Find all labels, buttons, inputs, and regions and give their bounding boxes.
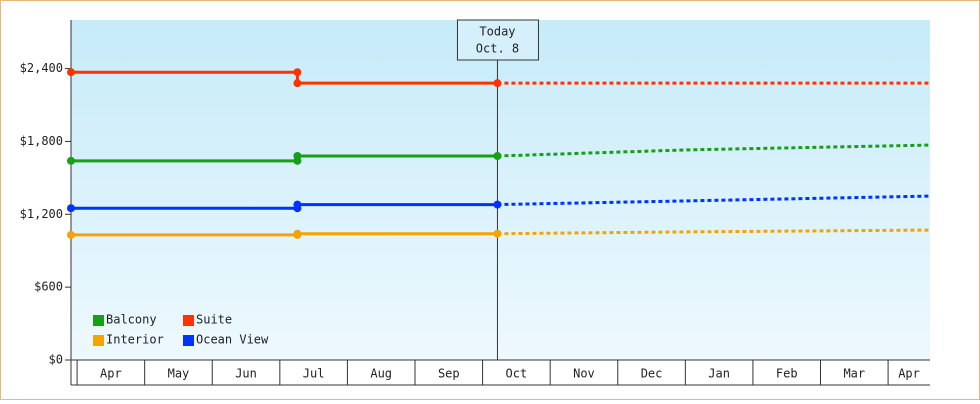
x-tick-label: Mar xyxy=(843,367,865,381)
price-point xyxy=(493,200,502,209)
today-box xyxy=(456,19,539,61)
x-tick-label: Apr xyxy=(898,367,920,381)
y-tick-label: $1,800 xyxy=(20,134,63,148)
price-point xyxy=(293,79,302,88)
legend-swatch xyxy=(183,335,194,346)
price-point xyxy=(293,229,302,238)
x-tick-label: Jun xyxy=(235,367,257,381)
x-tick-label: Sep xyxy=(438,367,460,381)
y-tick-label: $1,200 xyxy=(20,207,63,221)
price-point xyxy=(493,229,502,238)
price-point xyxy=(493,79,502,88)
x-tick-label: May xyxy=(168,367,190,381)
x-tick-label: Dec xyxy=(641,367,663,381)
y-tick-label: $600 xyxy=(34,280,63,294)
legend-label: Balcony xyxy=(106,313,157,327)
x-tick-label: Apr xyxy=(100,367,122,381)
price-point xyxy=(293,152,302,160)
today-label: Oct. 8 xyxy=(476,42,519,56)
x-tick-label: Feb xyxy=(776,367,798,381)
plot-area xyxy=(71,20,930,360)
x-tick-label: Jan xyxy=(708,367,730,381)
price-point xyxy=(67,204,75,213)
price-point xyxy=(67,156,75,165)
y-tick-label: $2,400 xyxy=(20,61,63,75)
x-tick-label: Nov xyxy=(573,367,595,381)
legend-swatch xyxy=(93,335,104,346)
forecast-line xyxy=(497,194,931,207)
price-point xyxy=(493,152,502,160)
today-title: Today xyxy=(479,25,515,39)
price-point xyxy=(67,230,75,239)
price-point xyxy=(67,68,75,77)
y-tick-label: $0 xyxy=(49,353,63,367)
legend-label: Suite xyxy=(196,313,232,327)
price-line xyxy=(71,70,498,85)
price-point xyxy=(293,200,302,209)
forecast-line xyxy=(497,228,931,236)
forecast-line xyxy=(497,143,931,158)
x-tick-label: Jul xyxy=(303,367,325,381)
legend-label: Ocean View xyxy=(196,333,269,347)
legend-label: Interior xyxy=(106,333,164,347)
legend-swatch xyxy=(183,315,194,326)
price-line xyxy=(71,232,498,237)
x-tick-label: Aug xyxy=(370,367,392,381)
x-tick-label: Oct xyxy=(506,367,528,381)
price-point xyxy=(293,68,302,77)
legend-swatch xyxy=(93,315,104,326)
